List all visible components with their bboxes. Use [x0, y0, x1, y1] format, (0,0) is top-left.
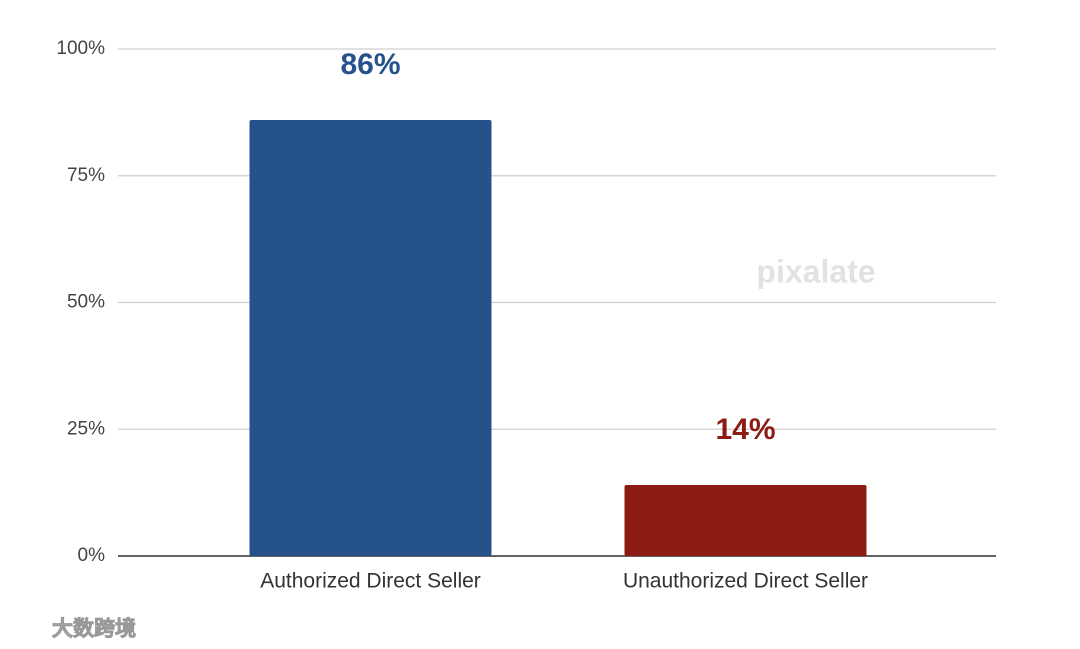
- value-label: 86%: [340, 48, 400, 81]
- y-tick-label: 100%: [56, 38, 105, 59]
- x-tick-label: Unauthorized Direct Seller: [623, 570, 868, 593]
- bar: [249, 119, 492, 556]
- watermark: pixalate: [756, 253, 875, 289]
- bar: [624, 485, 867, 556]
- y-tick-label: 0%: [78, 545, 106, 566]
- value-label: 14%: [715, 413, 775, 446]
- source-watermark: 大数跨境: [52, 617, 136, 641]
- x-tick-label: Authorized Direct Seller: [260, 570, 481, 593]
- y-tick-label: 25%: [67, 418, 105, 439]
- y-tick-label: 75%: [67, 165, 105, 186]
- y-tick-label: 50%: [67, 292, 105, 313]
